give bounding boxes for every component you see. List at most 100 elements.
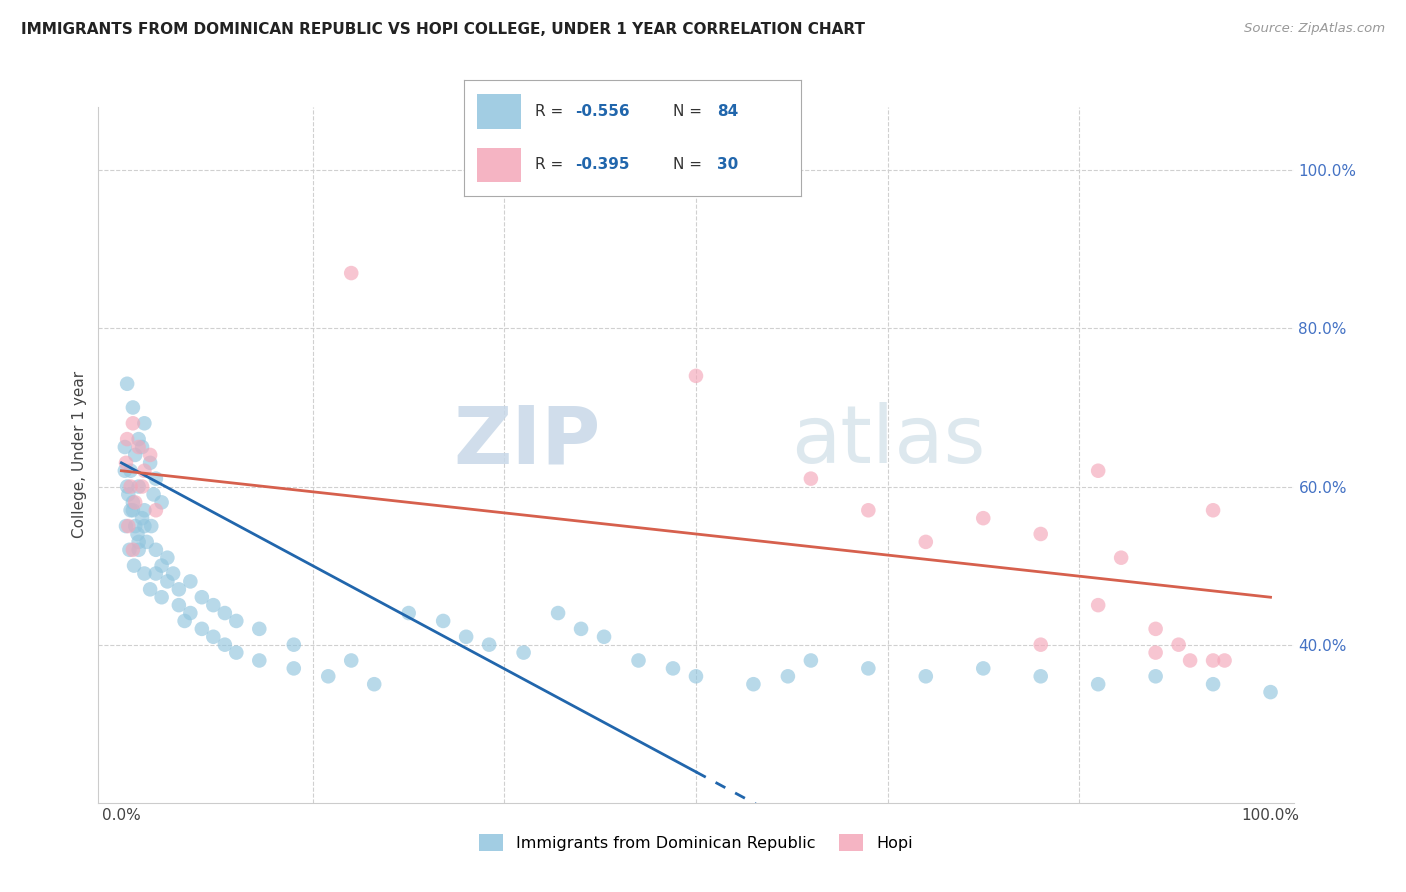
Point	[156, 550, 179, 565]
Point	[214, 638, 236, 652]
Point	[134, 417, 156, 431]
Point	[135, 534, 157, 549]
Point	[114, 464, 136, 478]
Text: 30: 30	[717, 157, 738, 172]
Point	[1144, 646, 1167, 660]
Point	[283, 638, 305, 652]
Point	[1178, 653, 1201, 667]
Point	[134, 464, 156, 478]
Point	[1167, 638, 1189, 652]
Point	[1029, 669, 1052, 683]
Point	[1260, 685, 1282, 699]
Point	[225, 614, 247, 628]
Point	[202, 630, 225, 644]
Point	[115, 519, 138, 533]
Point	[1202, 677, 1225, 691]
Point	[167, 582, 190, 597]
Point	[1144, 622, 1167, 636]
Point	[145, 503, 167, 517]
Point	[363, 677, 385, 691]
Point	[139, 582, 162, 597]
Text: ZIP: ZIP	[453, 402, 600, 480]
Bar	[478, 147, 522, 182]
Point	[127, 527, 149, 541]
Point	[124, 495, 146, 509]
Point	[173, 614, 195, 628]
Point	[134, 566, 156, 581]
Point	[162, 566, 184, 581]
Point	[179, 574, 201, 589]
Point	[131, 440, 153, 454]
Point	[122, 542, 145, 557]
Point	[191, 591, 214, 605]
Point	[569, 622, 592, 636]
Point	[512, 646, 534, 660]
Text: N =: N =	[673, 157, 707, 172]
Point	[1202, 653, 1225, 667]
Point	[115, 456, 138, 470]
Point	[432, 614, 454, 628]
Point	[139, 448, 162, 462]
Point	[247, 622, 270, 636]
Point	[122, 417, 145, 431]
Point	[167, 598, 190, 612]
Text: 84: 84	[717, 104, 738, 120]
Point	[1087, 677, 1109, 691]
Point	[124, 519, 146, 533]
Point	[142, 487, 165, 501]
Text: -0.556: -0.556	[575, 104, 630, 120]
Y-axis label: College, Under 1 year: College, Under 1 year	[72, 371, 87, 539]
Point	[122, 495, 145, 509]
Point	[662, 661, 685, 675]
Point	[145, 566, 167, 581]
Point	[145, 542, 167, 557]
Point	[972, 661, 994, 675]
Point	[398, 606, 420, 620]
Point	[247, 653, 270, 667]
Point	[115, 432, 138, 446]
Point	[685, 368, 707, 383]
Point	[139, 456, 162, 470]
Point	[456, 630, 478, 644]
Point	[179, 606, 201, 620]
Point	[214, 606, 236, 620]
Point	[115, 479, 138, 493]
Point	[128, 534, 150, 549]
Point	[478, 638, 501, 652]
Point	[1213, 653, 1236, 667]
Point	[858, 661, 880, 675]
Text: R =: R =	[534, 104, 568, 120]
Point	[1202, 503, 1225, 517]
Point	[914, 534, 936, 549]
Text: -0.395: -0.395	[575, 157, 630, 172]
Point	[972, 511, 994, 525]
Point	[316, 669, 339, 683]
Point	[131, 511, 153, 525]
Point	[150, 591, 173, 605]
Point	[776, 669, 799, 683]
Point	[128, 542, 150, 557]
Point	[122, 503, 145, 517]
Bar	[478, 95, 522, 129]
Point	[128, 479, 150, 493]
Point	[685, 669, 707, 683]
Text: IMMIGRANTS FROM DOMINICAN REPUBLIC VS HOPI COLLEGE, UNDER 1 YEAR CORRELATION CHA: IMMIGRANTS FROM DOMINICAN REPUBLIC VS HO…	[21, 22, 865, 37]
Legend: Immigrants from Dominican Republic, Hopi: Immigrants from Dominican Republic, Hopi	[472, 828, 920, 857]
Point	[225, 646, 247, 660]
Point	[1029, 527, 1052, 541]
Point	[145, 472, 167, 486]
Text: atlas: atlas	[792, 402, 986, 480]
Point	[1087, 598, 1109, 612]
Point	[134, 519, 156, 533]
Text: Source: ZipAtlas.com: Source: ZipAtlas.com	[1244, 22, 1385, 36]
Text: N =: N =	[673, 104, 707, 120]
Point	[742, 677, 765, 691]
Point	[1029, 638, 1052, 652]
Point	[283, 661, 305, 675]
Point	[593, 630, 616, 644]
Point	[547, 606, 569, 620]
Point	[122, 401, 145, 415]
Point	[131, 479, 153, 493]
Point	[340, 266, 363, 280]
Point	[114, 440, 136, 454]
